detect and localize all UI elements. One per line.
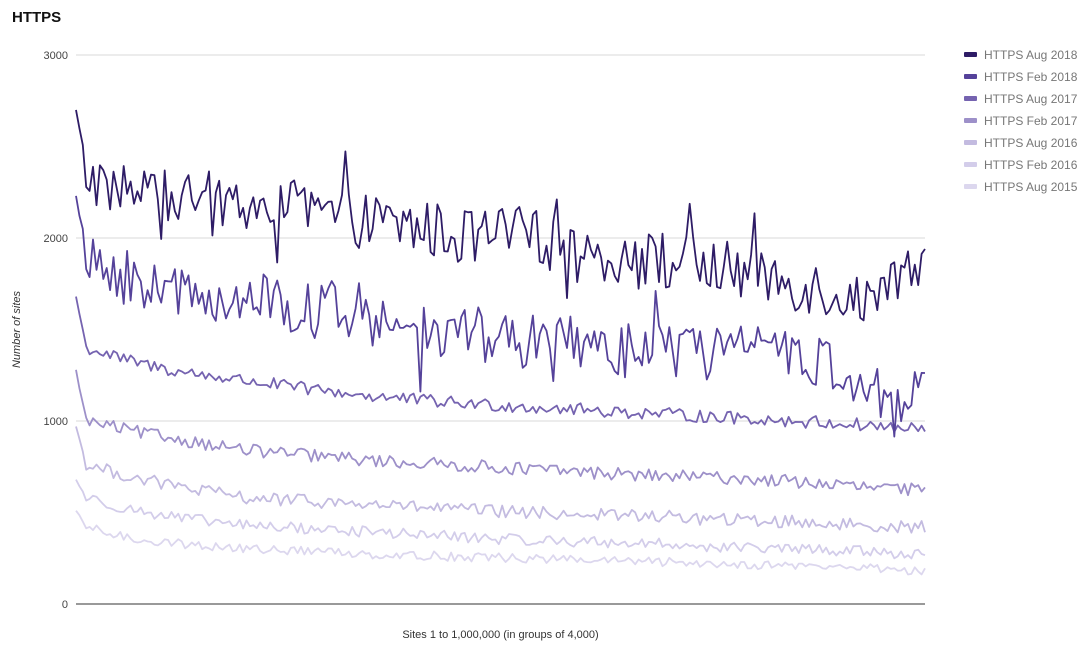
series-line-0 xyxy=(75,109,926,322)
legend-swatch xyxy=(964,184,977,189)
series-line-1 xyxy=(75,195,926,438)
legend-label: HTTPS Feb 2018 xyxy=(984,70,1078,84)
gridlines xyxy=(76,54,925,422)
y-axis-ticks: 0 1000 2000 3000 xyxy=(44,50,68,611)
legend-swatch xyxy=(964,118,977,123)
y-tick-label: 0 xyxy=(62,599,68,611)
legend-swatch xyxy=(964,140,977,145)
x-axis-title: Sites 1 to 1,000,000 (in groups of 4,000… xyxy=(402,629,598,641)
legend-label: HTTPS Aug 2015 xyxy=(984,180,1078,194)
legend-label: HTTPS Aug 2018 xyxy=(984,48,1078,62)
y-tick-label: 1000 xyxy=(44,416,68,428)
chart-title: HTTPS xyxy=(12,9,62,26)
y-axis-title: Number of sites xyxy=(11,290,23,368)
y-tick-label: 3000 xyxy=(44,50,68,62)
legend-label: HTTPS Aug 2016 xyxy=(984,136,1078,150)
legend-swatch xyxy=(964,96,977,101)
series-line-5 xyxy=(75,479,926,560)
legend: HTTPS Aug 2018 HTTPS Feb 2018 HTTPS Aug 20… xyxy=(964,48,1078,194)
series-line-6 xyxy=(75,510,926,576)
series-line-3 xyxy=(75,369,926,497)
y-tick-label: 2000 xyxy=(44,233,68,245)
legend-swatch xyxy=(964,162,977,167)
legend-swatch xyxy=(964,74,977,79)
series-lines xyxy=(75,109,926,576)
legend-label: HTTPS Feb 2016 xyxy=(984,158,1078,172)
series-line-4 xyxy=(75,426,926,534)
series-line-2 xyxy=(75,296,926,433)
legend-label: HTTPS Aug 2017 xyxy=(984,92,1078,106)
legend-swatch xyxy=(964,52,977,57)
legend-label: HTTPS Feb 2017 xyxy=(984,114,1078,128)
